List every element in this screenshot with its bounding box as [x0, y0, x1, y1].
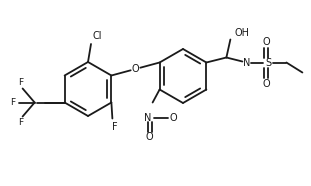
- Text: OH: OH: [234, 28, 249, 38]
- Text: O: O: [262, 36, 270, 46]
- Text: F: F: [10, 98, 15, 107]
- Text: S: S: [265, 57, 272, 68]
- Text: O: O: [262, 78, 270, 89]
- Text: F: F: [18, 78, 23, 87]
- Text: Cl: Cl: [92, 31, 102, 41]
- Text: N: N: [243, 57, 250, 68]
- Text: O: O: [132, 64, 139, 74]
- Text: N: N: [144, 113, 151, 123]
- Text: F: F: [18, 118, 23, 127]
- Text: O: O: [170, 113, 178, 123]
- Text: F: F: [112, 121, 117, 132]
- Text: O: O: [146, 132, 153, 142]
